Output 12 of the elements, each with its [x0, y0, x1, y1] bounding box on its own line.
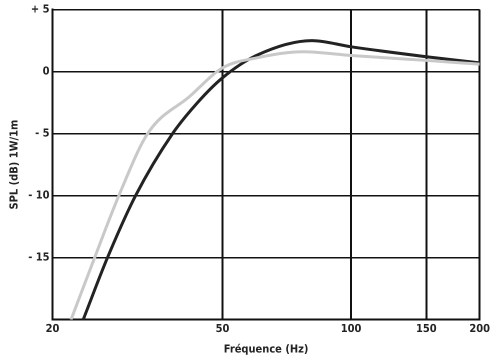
y-tick-label: - 15 [28, 250, 50, 264]
x-tick-label: 150 [416, 322, 437, 336]
y-tick-label: - 10 [28, 188, 50, 202]
x-tick-label: 20 [46, 322, 60, 336]
x-axis-title: Fréquence (Hz) [224, 342, 308, 356]
x-tick-label: 50 [216, 322, 230, 336]
y-tick-label: - 5 [35, 126, 50, 140]
y-tick-label: + 5 [30, 2, 50, 16]
x-tick-label: 100 [340, 322, 362, 336]
y-tick-label: 0 [42, 64, 50, 78]
y-axis-title: SPL (dB) 1W/1m [7, 120, 20, 210]
x-tick-label: 200 [469, 322, 490, 336]
